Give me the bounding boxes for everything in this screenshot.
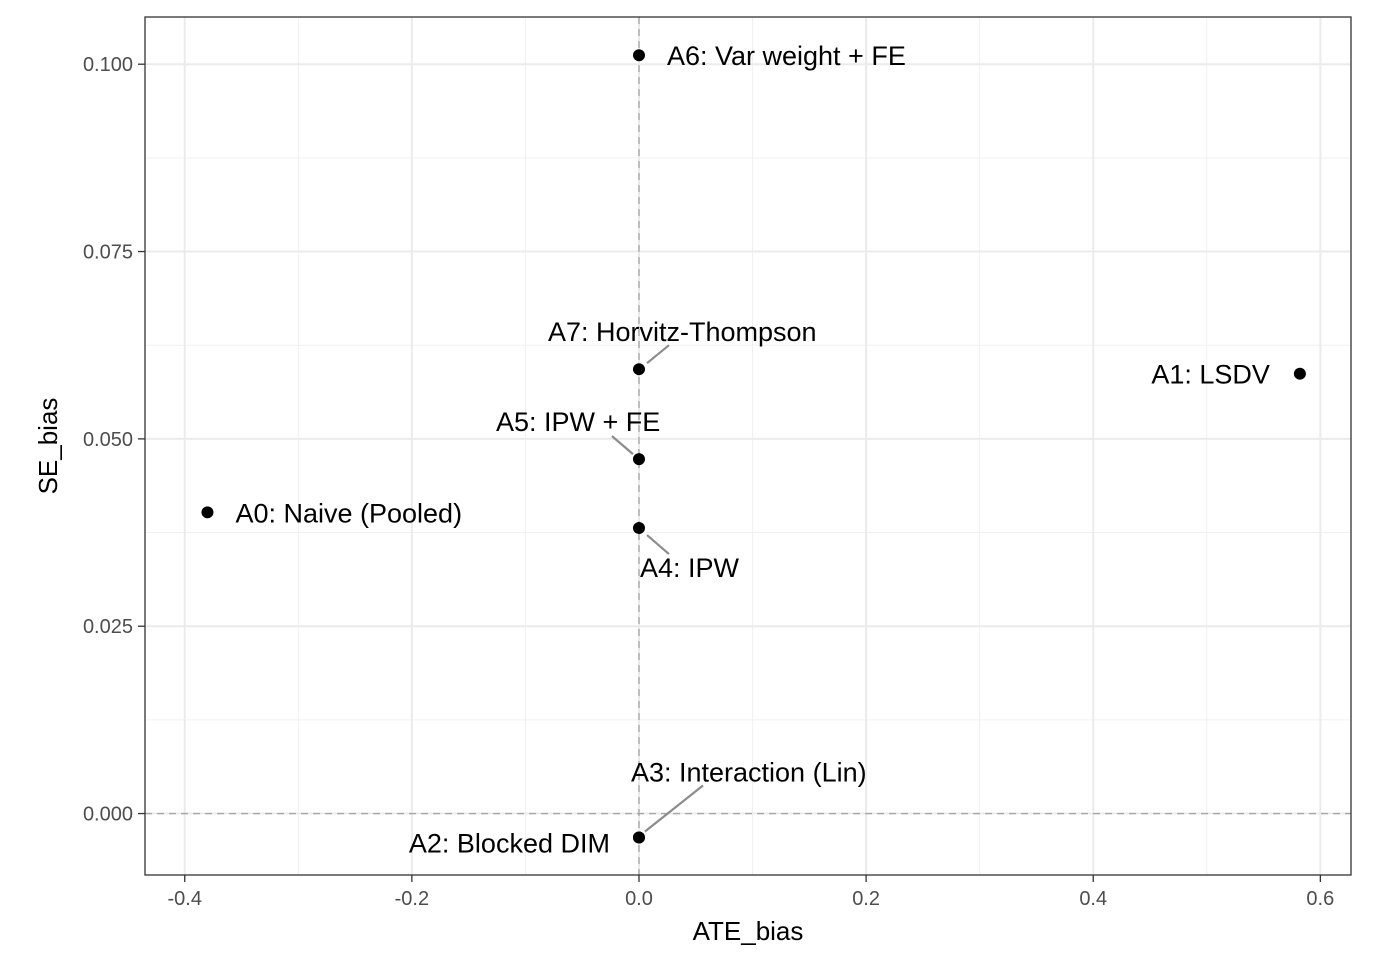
- point-label: A1: LSDV: [1151, 360, 1270, 390]
- data-point: [632, 831, 645, 844]
- minor-gridlines: [145, 17, 1351, 875]
- x-tick-label: 0.2: [852, 888, 880, 910]
- x-axis-title: ATE_bias: [693, 916, 804, 946]
- leader-line: [646, 344, 670, 365]
- x-tick-label: 0.4: [1079, 888, 1107, 910]
- x-tick-label: -0.2: [395, 888, 429, 910]
- y-tick-label: 0.100: [83, 54, 133, 76]
- point-label: A2: Blocked DIM: [409, 829, 610, 859]
- point-label: A6: Var weight + FE: [667, 41, 906, 71]
- leader-line: [611, 435, 634, 455]
- point-label: A0: Naive (Pooled): [235, 498, 462, 528]
- x-tick-label: 0.0: [625, 888, 653, 910]
- x-tick-label: -0.4: [168, 888, 202, 910]
- point-label: A4: IPW: [640, 553, 740, 583]
- reference-lines: [145, 17, 1351, 875]
- point-label: A5: IPW + FE: [496, 407, 660, 437]
- y-tick-label: 0.050: [83, 429, 133, 451]
- data-point: [632, 49, 645, 62]
- point-labels: A0: Naive (Pooled) A1: LSDV A2: Blocked DI…: [235, 41, 1269, 858]
- data-points: [201, 49, 1306, 844]
- data-point: [632, 363, 645, 376]
- y-tick-label: 0.075: [83, 242, 133, 264]
- leader-line: [646, 534, 670, 555]
- data-point: [201, 506, 214, 519]
- leader-line: [644, 784, 704, 833]
- panel-border: [144, 16, 1352, 876]
- data-point: [632, 453, 645, 466]
- y-tick-label: 0.025: [83, 616, 133, 638]
- x-tick-label: 0.6: [1306, 888, 1334, 910]
- y-axis-title: SE_bias: [33, 398, 63, 495]
- x-axis: -0.4 -0.2 0.0 0.2 0.4 0.6: [168, 875, 1334, 910]
- major-gridlines: [145, 17, 1351, 875]
- point-label: A3: Interaction (Lin): [631, 758, 867, 788]
- data-point: [1293, 367, 1306, 380]
- data-point: [632, 522, 645, 535]
- leader-lines: [611, 344, 704, 833]
- y-axis: 0.000 0.025 0.050 0.075 0.100: [83, 54, 145, 826]
- y-tick-label: 0.000: [83, 804, 133, 826]
- point-label: A7: Horvitz-Thompson: [548, 317, 817, 347]
